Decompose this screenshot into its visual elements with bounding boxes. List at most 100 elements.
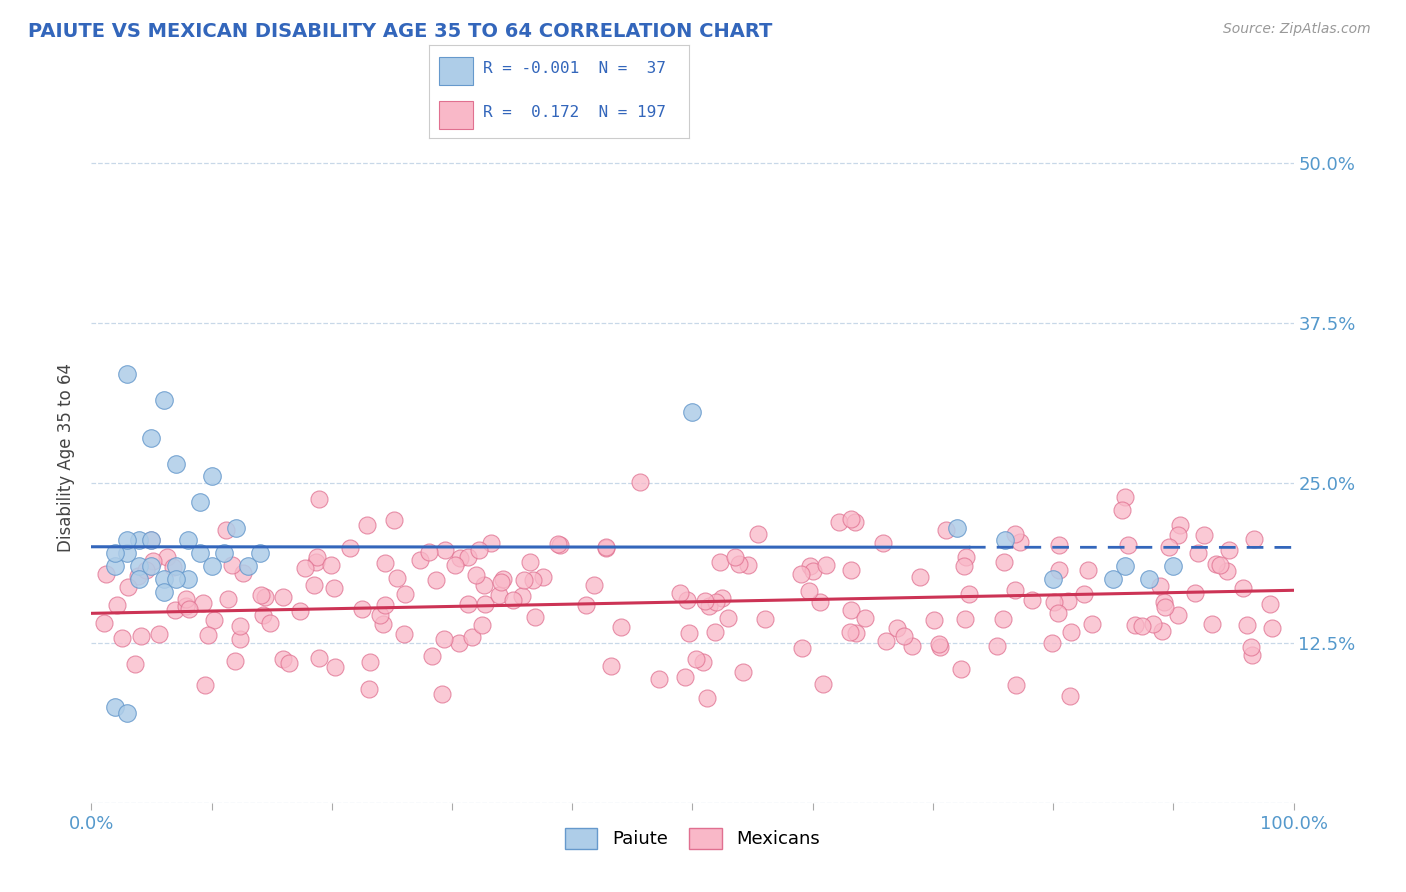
Point [724, 549, 747, 564]
Point [217, 591, 239, 606]
Point [519, 555, 541, 569]
Point [1187, 546, 1209, 560]
Point [433, 632, 456, 646]
Point [191, 596, 214, 610]
Point [955, 550, 977, 565]
Point [675, 593, 697, 607]
Point [839, 603, 862, 617]
Point [1102, 572, 1125, 586]
Point [595, 540, 617, 554]
Point [174, 591, 197, 606]
Point [531, 570, 554, 584]
Point [176, 572, 198, 586]
Point [893, 629, 915, 643]
Point [957, 587, 980, 601]
Point [176, 533, 198, 548]
Point [669, 585, 692, 599]
Point [229, 632, 252, 646]
Point [1116, 538, 1139, 552]
Point [474, 597, 496, 611]
Point [135, 563, 157, 577]
Point [350, 602, 373, 616]
Bar [439, 57, 472, 85]
Point [254, 590, 277, 604]
Point [457, 549, 479, 564]
Point [814, 558, 837, 572]
Point [610, 620, 633, 634]
Point [685, 652, 707, 666]
Text: R = -0.001  N =  37: R = -0.001 N = 37 [484, 62, 666, 77]
Point [1073, 587, 1095, 601]
Point [359, 656, 381, 670]
Point [117, 367, 139, 381]
Point [886, 621, 908, 635]
Point [188, 495, 211, 509]
Point [236, 558, 259, 573]
Point [747, 527, 769, 541]
Point [575, 599, 598, 613]
Point [789, 567, 811, 582]
Point [1042, 572, 1064, 586]
Point [1077, 563, 1099, 577]
Point [202, 613, 225, 627]
Point [696, 691, 718, 706]
Point [201, 558, 224, 573]
Point [305, 555, 328, 569]
Point [703, 625, 725, 640]
Point [460, 630, 482, 644]
Point [444, 558, 467, 573]
Point [162, 560, 184, 574]
Point [420, 648, 443, 663]
Point [104, 546, 127, 560]
Point [124, 657, 146, 671]
Point [1049, 563, 1071, 577]
Point [994, 533, 1017, 548]
Text: R =  0.172  N = 197: R = 0.172 N = 197 [484, 105, 666, 120]
Point [290, 603, 312, 617]
Point [374, 556, 396, 570]
Point [394, 627, 416, 641]
Point [278, 656, 301, 670]
Point [489, 575, 512, 590]
Point [845, 625, 868, 640]
Point [792, 640, 814, 655]
Point [468, 543, 491, 558]
Point [717, 611, 740, 625]
Point [148, 627, 170, 641]
Point [1149, 579, 1171, 593]
Point [356, 518, 378, 533]
Point [1208, 558, 1230, 572]
Point [232, 566, 254, 580]
Point [547, 536, 569, 550]
Point [839, 563, 862, 577]
Point [371, 617, 394, 632]
Point [1005, 677, 1028, 691]
Point [471, 618, 494, 632]
Point [1166, 607, 1188, 622]
Point [322, 582, 344, 596]
Point [1130, 619, 1153, 633]
Point [1184, 586, 1206, 600]
Point [838, 624, 860, 639]
Point [409, 553, 432, 567]
Point [249, 546, 271, 560]
Point [678, 625, 700, 640]
Point [1157, 541, 1180, 555]
Point [935, 523, 957, 537]
Point [946, 520, 969, 534]
Point [754, 612, 776, 626]
Point [908, 570, 931, 584]
Point [986, 639, 1008, 653]
Point [457, 597, 479, 611]
Point [294, 561, 316, 575]
Point [142, 553, 165, 567]
Legend: Paiute, Mexicans: Paiute, Mexicans [558, 821, 827, 856]
Point [464, 568, 486, 582]
Point [692, 655, 714, 669]
Bar [439, 101, 472, 129]
Point [434, 543, 457, 558]
Point [225, 520, 247, 534]
Point [875, 633, 897, 648]
Point [1152, 624, 1174, 639]
Point [1201, 616, 1223, 631]
